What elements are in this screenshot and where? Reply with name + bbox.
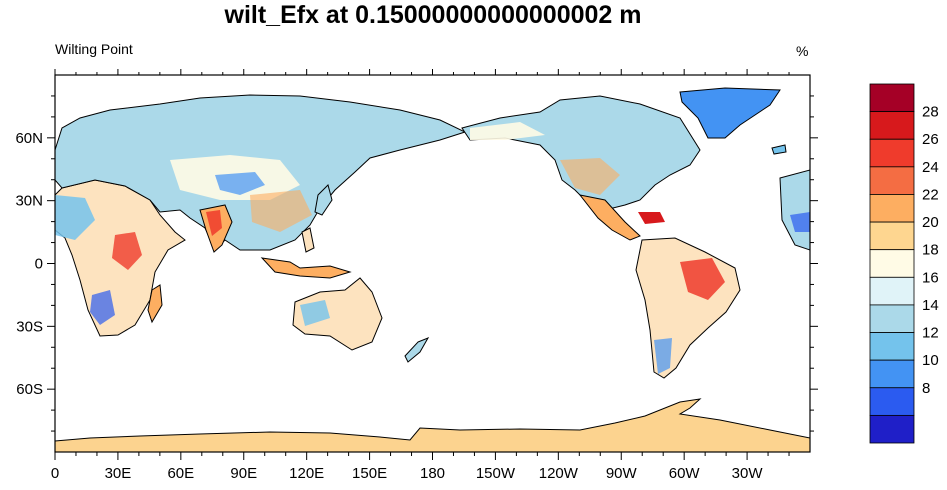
west-africa-edge: [779, 169, 810, 251]
x-tick-label: 120E: [289, 465, 324, 482]
x-tick-label: 60W: [669, 465, 701, 482]
y-tick-label: 0: [35, 256, 43, 273]
caribbean-red: [638, 212, 665, 224]
colorbar-swatch: [869, 276, 915, 306]
x-tick-label: 120W: [539, 465, 579, 482]
y-tick-label: 60S: [16, 381, 43, 398]
colorbar-label: 10: [922, 352, 939, 369]
greenland-region: [679, 87, 781, 139]
colorbar-label: 26: [922, 131, 939, 148]
north-america-region: [461, 95, 701, 211]
y-tick-label: 30N: [15, 193, 43, 210]
colorbar-label: 28: [922, 104, 939, 121]
japan-region: [314, 184, 333, 216]
australia-blue: [300, 300, 330, 326]
x-tick-label: 150E: [352, 465, 387, 482]
brazil-red: [680, 258, 725, 300]
colorbar-swatch: [869, 359, 915, 389]
africa-red-east: [112, 232, 142, 270]
colorbar: 28 26 24 22 20 18 16 14 12 10 8: [869, 83, 939, 444]
africa-blue-south: [90, 290, 115, 325]
colorbar-swatch: [869, 304, 915, 333]
map-title: wilt_Efx at 0.15000000000000002 m: [224, 1, 642, 29]
patagonia-blue: [654, 338, 672, 374]
colorbar-swatch: [869, 138, 915, 168]
west-africa-edge-blue: [790, 212, 810, 232]
colorbar-label: 24: [922, 159, 939, 176]
india-red: [206, 210, 222, 236]
colorbar-swatch: [869, 83, 915, 113]
units-label: %: [796, 43, 809, 59]
axis-ticks: [47, 69, 818, 460]
colorbar-swatch: [869, 332, 915, 361]
x-tick-label: 90W: [606, 465, 638, 482]
antarctica-region: [55, 398, 810, 452]
x-tick-label: 180: [420, 465, 445, 482]
x-tick-label: 30E: [105, 465, 132, 482]
colorbar-label: 16: [922, 269, 939, 286]
colorbar-swatch: [869, 414, 915, 444]
new-zealand-region: [404, 337, 430, 363]
colorbar-label: 18: [922, 242, 939, 259]
colorbar-label: 8: [922, 380, 930, 397]
philippines-region: [301, 227, 315, 253]
x-tick-label: 60E: [167, 465, 194, 482]
madagascar-region: [147, 284, 163, 324]
colorbar-swatch: [869, 387, 915, 416]
colorbar-label: 12: [922, 325, 939, 342]
north-america-light: [470, 122, 545, 140]
indonesia-region: [260, 257, 352, 279]
east-asia-orange: [250, 190, 312, 232]
colorbar-swatch: [869, 111, 915, 140]
map-subtitle: Wilting Point: [55, 41, 133, 57]
x-tick-label: 30W: [732, 465, 764, 482]
colorbar-swatch: [869, 194, 915, 223]
australia-region: [292, 277, 383, 351]
y-tick-label: 60N: [15, 130, 43, 147]
central-asia-blue: [215, 172, 265, 195]
south-america-region: [635, 237, 741, 379]
colorbar-label: 22: [922, 186, 939, 203]
iceland-region: [771, 144, 787, 155]
x-tick-label: 90E: [230, 465, 257, 482]
axis-labels: 0 30E 60E 90E 120E 150E 180 150W 120W 90W 60W 30W 60…: [15, 130, 763, 482]
usa-orange: [560, 158, 620, 195]
colorbar-label: 14: [922, 297, 939, 314]
mexico-region: [578, 194, 641, 241]
colorbar-swatch: [869, 221, 915, 251]
africa-blue-west: [55, 195, 95, 240]
colorbar-swatch: [869, 249, 915, 278]
map-content: [55, 87, 810, 452]
x-tick-label: 0: [51, 465, 59, 482]
y-tick-label: 30S: [16, 318, 43, 335]
colorbar-swatch: [869, 166, 915, 195]
colorbar-label: 20: [922, 214, 939, 231]
x-tick-label: 150W: [476, 465, 516, 482]
